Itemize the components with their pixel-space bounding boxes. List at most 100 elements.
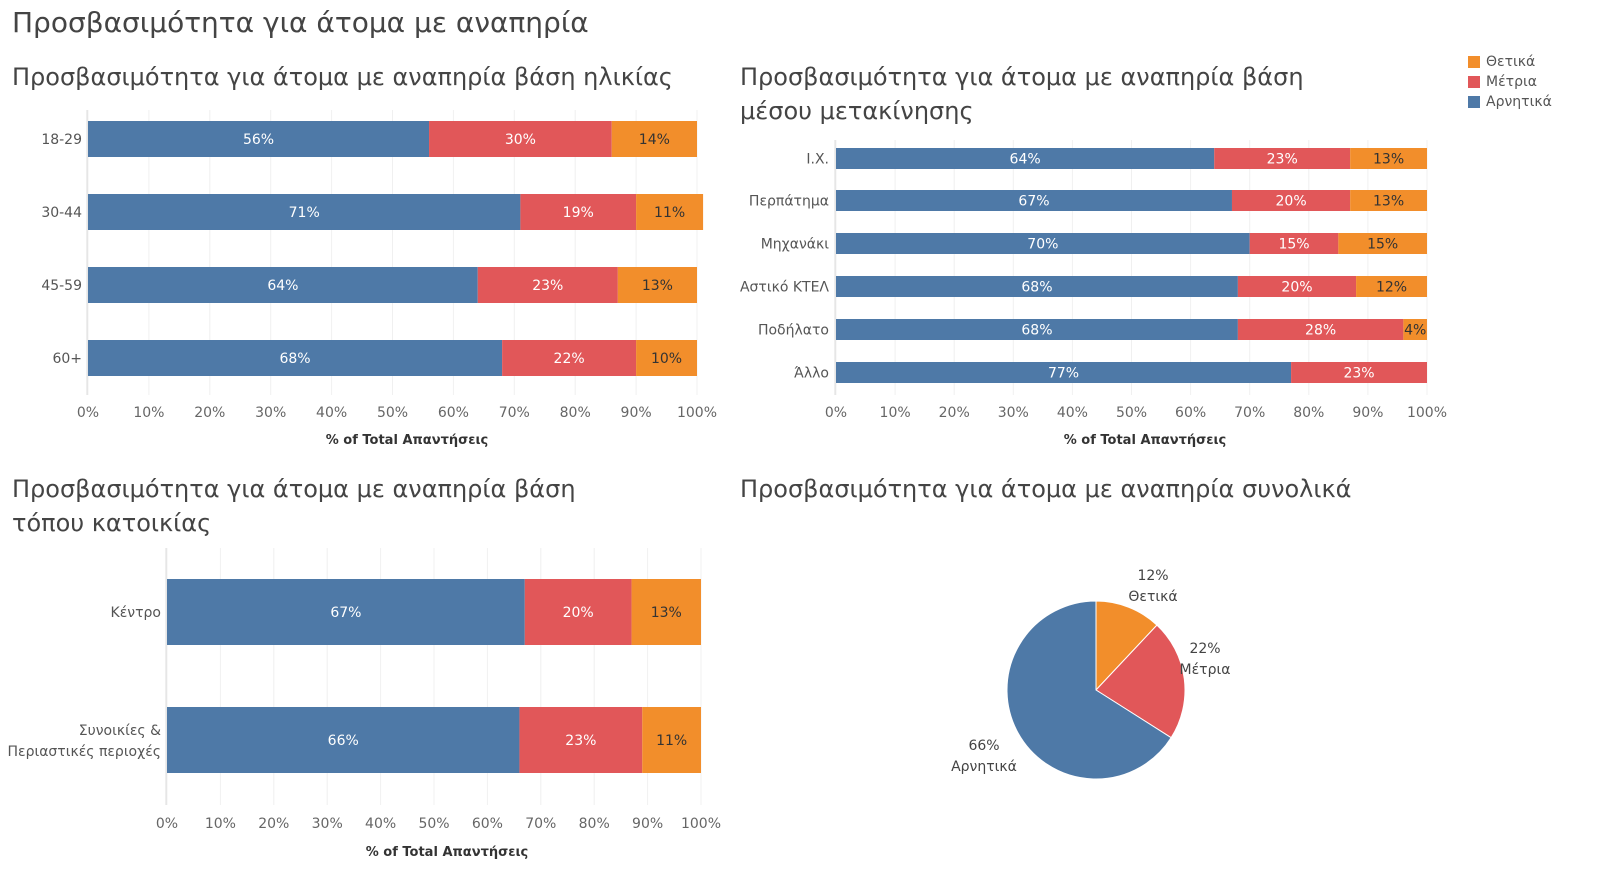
bar-segment-positive [611, 121, 697, 157]
bar-data-label: 67% [1018, 194, 1049, 210]
bar-segment-positive [1403, 319, 1427, 340]
x-tick-label: 70% [1234, 405, 1265, 421]
pie-label-name: Μέτρια [1180, 662, 1231, 678]
x-tick-label: 80% [579, 816, 610, 832]
bar-segment-moderate [1231, 190, 1351, 211]
x-tick-label: 20% [194, 405, 225, 421]
chart-title-age: Προσβασιμότητα για άτομα με αναπηρία βάσ… [12, 63, 673, 91]
bar-segment-negative [836, 319, 1238, 340]
x-tick-label: 50% [418, 816, 449, 832]
bar-segment-moderate [429, 121, 612, 157]
x-axis-title: % of Total Απαντήσεις [326, 433, 489, 448]
x-tick-label: 50% [1116, 405, 1147, 421]
bar-data-label: 64% [267, 278, 298, 294]
x-tick-label: 10% [880, 405, 911, 421]
bar-data-label: 11% [656, 733, 687, 749]
legend: Θετικά Μέτρια Αρνητικά [1468, 52, 1552, 112]
legend-item-negative[interactable]: Αρνητικά [1468, 92, 1552, 112]
x-tick-label: 0% [156, 816, 178, 832]
bar-data-label: 19% [563, 205, 594, 221]
pie-slice-negative [1006, 600, 1172, 780]
x-tick-label: 90% [632, 816, 663, 832]
bar-data-label: 70% [1027, 237, 1058, 253]
pie-label-value: 22% [1189, 641, 1220, 657]
bar-data-label: 67% [330, 605, 361, 621]
legend-item-moderate[interactable]: Μέτρια [1468, 72, 1552, 92]
x-tick-label: 60% [438, 405, 469, 421]
x-tick-label: 40% [316, 405, 347, 421]
bar-segment-moderate [1214, 148, 1351, 169]
bar-data-label: 68% [1021, 280, 1052, 296]
category-label: Μηχανάκι [761, 237, 830, 253]
x-axis-title: % of Total Απαντήσεις [1064, 433, 1227, 448]
bar-data-label: 71% [289, 205, 320, 221]
pie-label-name: Αρνητικά [951, 759, 1017, 775]
x-tick-label: 60% [1175, 405, 1206, 421]
bar-data-label: 22% [554, 351, 585, 367]
legend-label-positive: Θετικά [1486, 54, 1536, 70]
x-tick-label: 40% [365, 816, 396, 832]
category-label: 18-29 [41, 132, 82, 148]
bar-segment-negative [88, 340, 503, 376]
bar-segment-positive [636, 194, 704, 230]
bar-segment-negative [836, 190, 1232, 211]
bar-segment-moderate [502, 340, 637, 376]
bar-segment-moderate [477, 267, 618, 303]
bar-data-label: 20% [1281, 280, 1312, 296]
bar-data-label: 66% [328, 733, 359, 749]
legend-item-positive[interactable]: Θετικά [1468, 52, 1552, 72]
bar-segment-moderate [520, 194, 637, 230]
bar-segment-moderate [519, 707, 643, 773]
bar-segment-positive [642, 707, 701, 773]
bar-data-label: 68% [1021, 323, 1052, 339]
bar-data-label: 64% [1010, 152, 1041, 168]
bar-segment-positive [1356, 276, 1427, 297]
bar-segment-negative [836, 362, 1292, 383]
x-tick-label: 10% [205, 816, 236, 832]
x-tick-label: 100% [677, 405, 717, 421]
bar-data-label: 23% [1343, 366, 1374, 382]
category-label: Κέντρο [111, 605, 161, 621]
bar-segment-moderate [1291, 362, 1427, 383]
category-label: 30-44 [41, 205, 82, 221]
bar-data-label: 10% [651, 351, 682, 367]
bar-data-label: 68% [279, 351, 310, 367]
x-axis-title: % of Total Απαντήσεις [366, 845, 529, 860]
x-tick-label: 50% [377, 405, 408, 421]
bar-segment-moderate [524, 579, 632, 645]
legend-swatch-moderate [1468, 76, 1480, 88]
bar-segment-positive [1338, 233, 1427, 254]
bar-segment-moderate [1249, 233, 1339, 254]
bar-segment-negative [88, 267, 478, 303]
bar-segment-positive [636, 340, 697, 376]
category-label: Συνοικίες & [79, 723, 161, 739]
category-label: Ι.Χ. [806, 152, 829, 168]
bar-data-label: 23% [532, 278, 563, 294]
bar-segment-negative [836, 276, 1238, 297]
x-tick-label: 30% [312, 816, 343, 832]
x-tick-label: 70% [499, 405, 530, 421]
chart-title-overall: Προσβασιμότητα για άτομα με αναπηρία συν… [740, 475, 1352, 503]
pie-label-value: 12% [1137, 568, 1168, 584]
chart-title-transport: Προσβασιμότητα για άτομα με αναπηρία βάσ… [740, 63, 1304, 125]
x-tick-label: 100% [1407, 405, 1447, 421]
bar-segment-positive [631, 579, 701, 645]
legend-label-moderate: Μέτρια [1486, 74, 1537, 90]
bar-data-label: 14% [639, 132, 670, 148]
category-label: 60+ [52, 351, 82, 367]
bar-segment-moderate [1237, 319, 1404, 340]
pie-label-value: 66% [968, 738, 999, 754]
dashboard-title: Προσβασιμότητα για άτομα με αναπηρία [12, 6, 589, 39]
pie-slice-moderate [1095, 624, 1186, 739]
bar-data-label: 20% [1276, 194, 1307, 210]
bar-segment-moderate [1237, 276, 1357, 297]
category-label: Περιαστικές περιοχές [7, 744, 161, 760]
x-tick-label: 100% [681, 816, 721, 832]
bar-segment-positive [1350, 148, 1427, 169]
category-label: Ποδήλατο [758, 323, 829, 339]
bar-segment-negative [836, 233, 1250, 254]
x-tick-label: 80% [1293, 405, 1324, 421]
bar-data-label: 13% [642, 278, 673, 294]
x-tick-label: 80% [560, 405, 591, 421]
category-label: 45-59 [41, 278, 82, 294]
